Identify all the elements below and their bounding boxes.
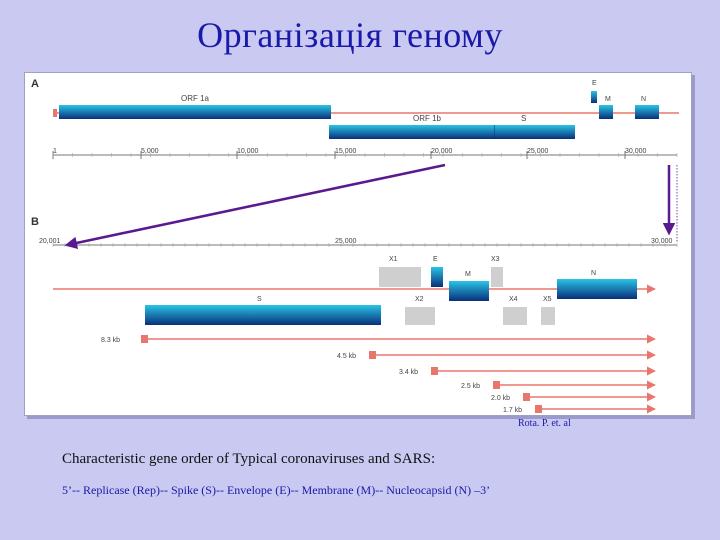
gene-orf1a-label: ORF 1a (181, 94, 210, 103)
transcript-label: 2.0 kb (491, 395, 510, 402)
transcript-label: 8.3 kb (101, 337, 120, 344)
axis-a-ticks: 1 5,000 10,000 15,000 20,000 25,000 30,000 (52, 148, 678, 159)
transcript-label: 4.5 kb (337, 353, 356, 360)
transcript-leader (535, 405, 542, 413)
gene-m-a (599, 105, 613, 119)
transcript-leader (431, 367, 438, 375)
gene-x1-label: X1 (389, 256, 398, 263)
gene-x5-label: X5 (543, 296, 552, 303)
transcript-label: 3.4 kb (399, 369, 418, 376)
axis-a-tick-label: 30,000 (625, 148, 647, 155)
gene-s-b-label: S (257, 296, 262, 303)
panel-a-label: A (31, 78, 39, 90)
gene-m-a-label: M (605, 96, 611, 103)
axis-b-tick-label: 25,000 (335, 238, 357, 245)
axis-a-tick-label: 15,000 (335, 148, 357, 155)
axis-a-tick-label: 10,000 (237, 148, 259, 155)
axis-a-tick-label: 25,000 (527, 148, 549, 155)
genome-diagram: A ORF 1a ORF 1b S E M N 1 5,000 10,000 15,0… (31, 78, 679, 414)
gene-x1 (379, 267, 421, 287)
gene-n-a-label: N (641, 96, 646, 103)
gene-n-b (557, 279, 637, 299)
gene-e-a (591, 91, 597, 103)
gene-orf1a (59, 105, 331, 119)
axis-b-tick-label: 30,000 (651, 238, 673, 245)
gene-s-b (145, 305, 381, 325)
gene-x3-label: X3 (491, 256, 500, 263)
transcript-label: 1.7 kb (503, 407, 522, 414)
gene-orf1b-label: ORF 1b (413, 114, 442, 123)
genome-start-marker (53, 109, 57, 117)
gene-s-a-label: S (521, 114, 526, 123)
genome-figure: A ORF 1a ORF 1b S E M N 1 5,000 10,000 15,0… (24, 72, 692, 416)
gene-m-b (449, 281, 489, 301)
gene-m-b-label: M (465, 271, 471, 278)
transcript-leader (369, 351, 376, 359)
axis-a-tick-label: 1 (53, 148, 57, 155)
gene-x3 (491, 267, 503, 287)
caption-gene-order: 5’-- Replicase (Rep)-- Spike (S)-- Envel… (62, 483, 491, 497)
gene-x4 (503, 307, 527, 325)
gene-x2-label: X2 (415, 296, 424, 303)
axis-a-tick-label: 5,000 (141, 148, 159, 155)
gene-n-a (635, 105, 659, 119)
gene-n-b-label: N (591, 270, 596, 277)
gene-e-b (431, 267, 443, 287)
transcript-leader (141, 335, 148, 343)
axis-b-tick-label: 20,001 (39, 238, 61, 245)
slide-title: Організація геному (197, 15, 503, 55)
gene-x5 (541, 307, 555, 325)
gene-x4-label: X4 (509, 296, 518, 303)
gene-e-b-label: E (433, 256, 438, 263)
gene-s-a (495, 125, 575, 139)
transcripts: 8.3 kb 4.5 kb 3.4 kb 2.5 kb 2.0 kb 1.7 kb (101, 334, 656, 414)
zoom-arrow-left (64, 163, 446, 250)
gene-orf1b (329, 125, 495, 139)
citation: Rota. P. et. al (518, 418, 571, 429)
caption-heading: Characteristic gene order of Typical cor… (62, 451, 436, 467)
transcript-leader (493, 381, 500, 389)
axis-b-ticks: 20,001 25,000 30,000 (39, 238, 678, 247)
gene-e-a-label: E (592, 80, 597, 87)
transcript-label: 2.5 kb (461, 383, 480, 390)
transcript-leader (523, 393, 530, 401)
axis-a-tick-label: 20,000 (431, 148, 453, 155)
panel-b-label: B (31, 216, 39, 228)
gene-x2 (405, 307, 435, 325)
